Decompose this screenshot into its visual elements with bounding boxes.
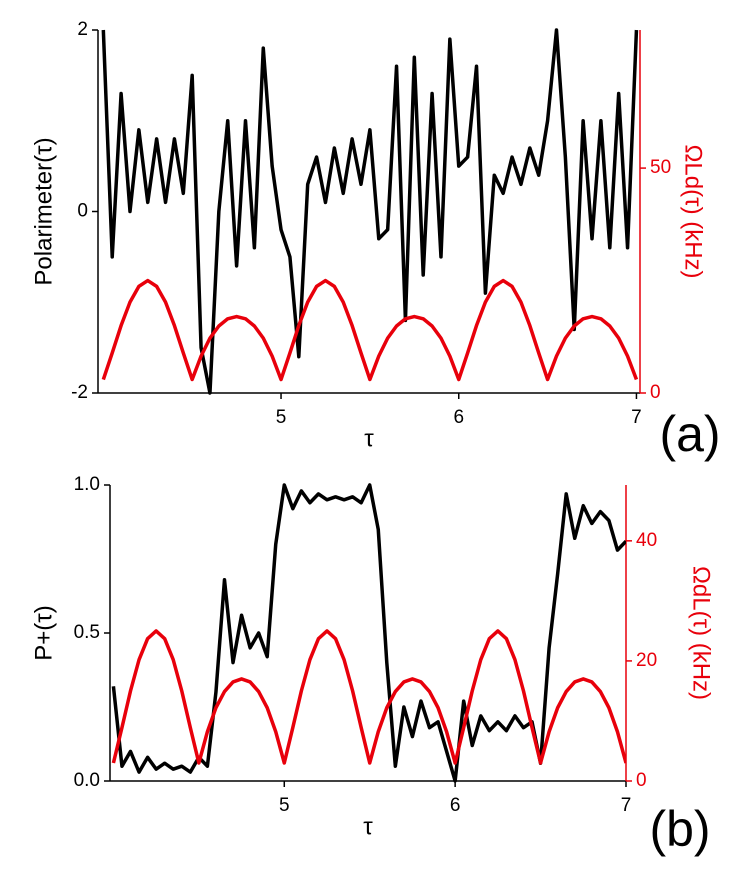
x-axis-label: τ <box>363 813 373 840</box>
x-tick-label: 7 <box>621 795 632 816</box>
panel-label: (a) <box>659 406 720 462</box>
y2-axis-label: ΩLd(τ) (kHz) <box>680 144 707 278</box>
y2-tick-label: 20 <box>636 650 657 671</box>
y-axis-label: Polarimeter(τ) <box>30 137 57 285</box>
data-line <box>101 28 639 395</box>
x-tick-label: 6 <box>450 795 461 816</box>
panel-label: (b) <box>649 801 710 857</box>
x-tick-label: 5 <box>279 795 290 816</box>
y-tick-label: 0.5 <box>74 622 100 643</box>
data-line <box>101 278 639 382</box>
y-tick-label: 2 <box>77 19 88 40</box>
y2-axis-label: ΩdL(τ) (kHz) <box>688 566 715 700</box>
y-tick-label: 1.0 <box>74 474 100 495</box>
y2-tick-label: 40 <box>636 530 657 551</box>
x-tick-label: 6 <box>453 407 464 428</box>
y2-tick-label: 0 <box>636 770 647 791</box>
y-tick-label: 0.0 <box>74 770 100 791</box>
y-tick-label: 0 <box>77 201 88 222</box>
x-tick-label: 7 <box>631 407 642 428</box>
x-axis-label: τ <box>364 425 374 452</box>
data-line <box>111 629 626 765</box>
y2-tick-label: 0 <box>650 382 661 403</box>
y-axis-label: P+(τ) <box>30 605 57 661</box>
x-tick-label: 5 <box>276 407 287 428</box>
y2-tick-label: 50 <box>650 157 671 178</box>
y-tick-label: -2 <box>71 382 88 403</box>
